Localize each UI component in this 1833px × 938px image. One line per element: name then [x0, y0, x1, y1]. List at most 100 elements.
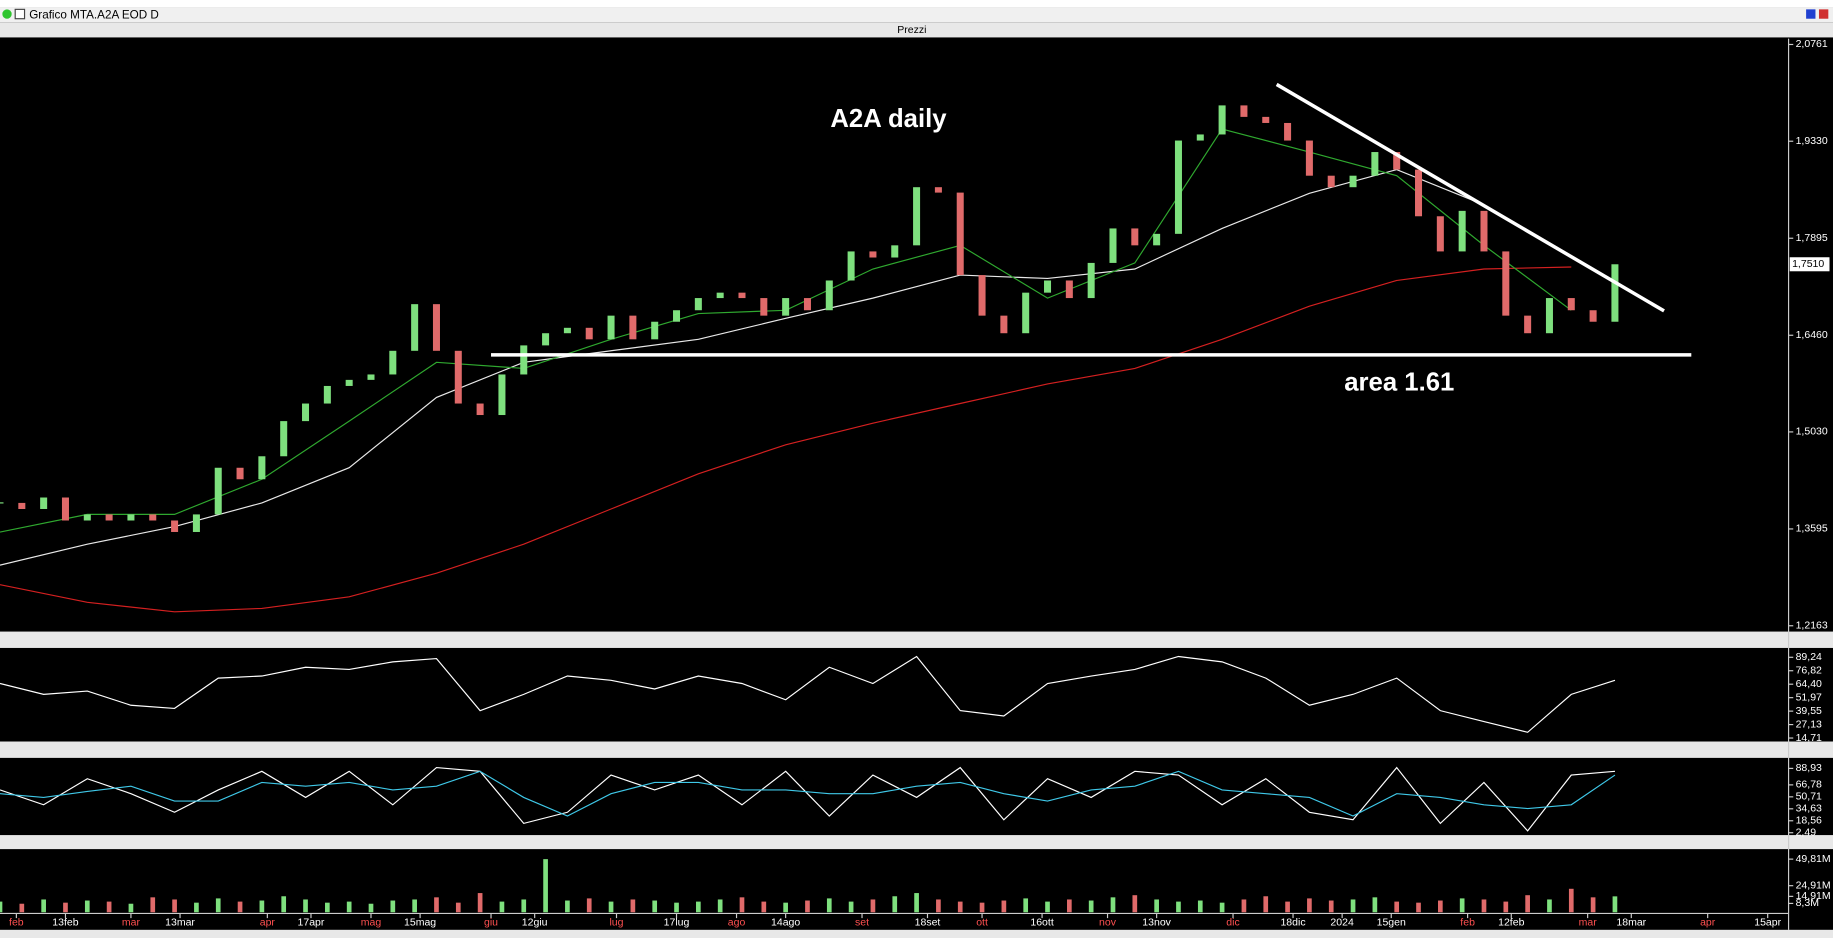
volume-bar [826, 898, 832, 913]
candle [934, 187, 942, 193]
volume-bar [783, 902, 788, 913]
y-tick-label: 14,71 [1796, 732, 1822, 744]
candle [454, 350, 462, 404]
x-tick-label: ago [728, 917, 746, 929]
volume-bar [1176, 901, 1181, 913]
status-icon [2, 9, 12, 19]
candle [1022, 292, 1030, 334]
volume-bar [717, 899, 723, 913]
last-price-label: 1,7510 [1792, 258, 1824, 270]
x-tick-label: apr [1700, 917, 1716, 929]
candle [1524, 315, 1532, 334]
candle [760, 298, 768, 316]
last-price-box [1789, 257, 1830, 272]
candle [1589, 310, 1597, 322]
volume-bar [172, 899, 177, 913]
candle [1131, 228, 1139, 246]
candle [1393, 152, 1401, 170]
candle [1305, 140, 1313, 176]
volume-bar [936, 899, 941, 913]
volume-bar [259, 900, 265, 913]
volume-bar [979, 902, 985, 913]
x-tick-label: dic [1226, 917, 1239, 929]
volume-bar [84, 900, 90, 913]
volume-bar [237, 901, 243, 913]
volume-bar [1023, 898, 1029, 913]
candle [847, 251, 855, 281]
candle [18, 502, 26, 510]
x-tick-label: 15gen [1377, 917, 1406, 929]
candle [1284, 122, 1292, 141]
x-tick-label: 13mar [165, 917, 195, 929]
candle [1611, 264, 1619, 322]
moving-average [0, 266, 1572, 613]
candle [563, 327, 571, 334]
panel-separator [0, 741, 1833, 758]
panel-title: Prezzi [897, 24, 926, 36]
candle [1567, 298, 1575, 311]
candle [1436, 216, 1444, 252]
volume-bar [892, 896, 898, 913]
volume-bar [194, 902, 199, 913]
candle [673, 310, 681, 322]
candle [1065, 280, 1073, 299]
volume-bar [1001, 900, 1007, 913]
candle [1218, 105, 1226, 135]
volume-bar [1154, 899, 1159, 913]
volume-bar [630, 899, 636, 913]
x-tick-label: apr [260, 917, 276, 929]
y-tick-label: 49,81M [1796, 853, 1831, 865]
volume-bar [1503, 901, 1509, 913]
candle [127, 514, 135, 521]
y-tick-label: 2,0761 [1796, 38, 1828, 50]
candle [171, 520, 179, 532]
candle [498, 374, 506, 416]
volume-bar [1132, 895, 1138, 913]
volume-bar [477, 893, 483, 913]
volume-bar [1394, 901, 1400, 913]
candle [607, 315, 615, 340]
x-tick-label: 13nov [1142, 917, 1171, 929]
x-tick-label: 12feb [1498, 917, 1524, 929]
x-tick-label: ott [976, 917, 988, 929]
annotation: area 1.61 [1344, 368, 1454, 396]
status-bar [0, 929, 1833, 938]
candle [1371, 152, 1379, 176]
candle [1262, 116, 1270, 123]
volume-bar [1307, 898, 1312, 913]
candle [651, 321, 659, 340]
volume-bar [1219, 902, 1225, 913]
volume-bar [1438, 900, 1443, 913]
volume-bar [1350, 899, 1356, 913]
candle [1087, 262, 1095, 299]
volume-bar [1197, 900, 1203, 913]
panel-separator [0, 835, 1833, 850]
panel-header [0, 22, 1833, 38]
x-tick-label: lug [609, 917, 623, 929]
volume-bar [63, 902, 68, 913]
candle [825, 280, 833, 311]
window-button[interactable] [1806, 9, 1816, 19]
volume-bar [1067, 899, 1072, 913]
y-tick-label: 88,93 [1796, 762, 1822, 774]
volume-bar [652, 900, 658, 913]
window-button[interactable] [1818, 9, 1829, 19]
candle [913, 187, 921, 246]
trend-line [1275, 82, 1665, 313]
candle [1109, 228, 1117, 263]
x-tick-label: feb [9, 917, 24, 929]
candle [1502, 251, 1510, 316]
y-tick-label: 50,71 [1796, 791, 1822, 803]
x-tick-label: nov [1099, 917, 1117, 929]
x-tick-label: giu [484, 917, 498, 929]
candle [214, 467, 222, 515]
candle [585, 327, 593, 340]
indicator-line [0, 766, 1616, 832]
volume-bar [1372, 897, 1378, 913]
volume-bar [41, 899, 46, 913]
candle [83, 514, 91, 521]
candle [716, 292, 724, 299]
volume-bar [805, 900, 810, 913]
volume-bar [215, 898, 221, 913]
